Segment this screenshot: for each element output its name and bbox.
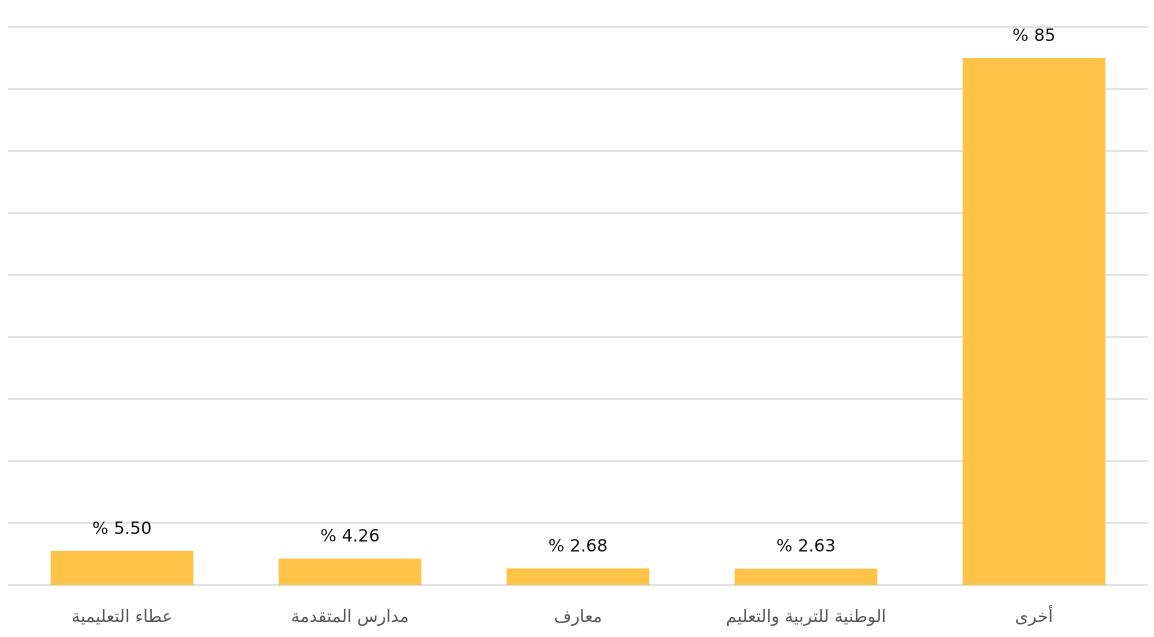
bar (506, 568, 650, 585)
value-label: % 4.26 (320, 527, 379, 547)
x-tick-label: عطاء التعليمية (72, 607, 173, 627)
x-tick-label: أخرى (1015, 605, 1053, 627)
x-tick-label: معارف (554, 607, 602, 627)
value-label: % 85 (1012, 26, 1055, 46)
value-label: % 2.68 (548, 536, 607, 556)
bar (50, 550, 194, 585)
bar (962, 58, 1106, 585)
value-label: % 5.50 (92, 519, 151, 539)
x-tick-label: الوطنية للتربية والتعليم (726, 607, 886, 627)
x-tick-label: مدارس المتقدمة (291, 607, 409, 627)
value-label: % 2.63 (776, 537, 835, 557)
bar (734, 568, 878, 585)
bar (278, 558, 422, 585)
